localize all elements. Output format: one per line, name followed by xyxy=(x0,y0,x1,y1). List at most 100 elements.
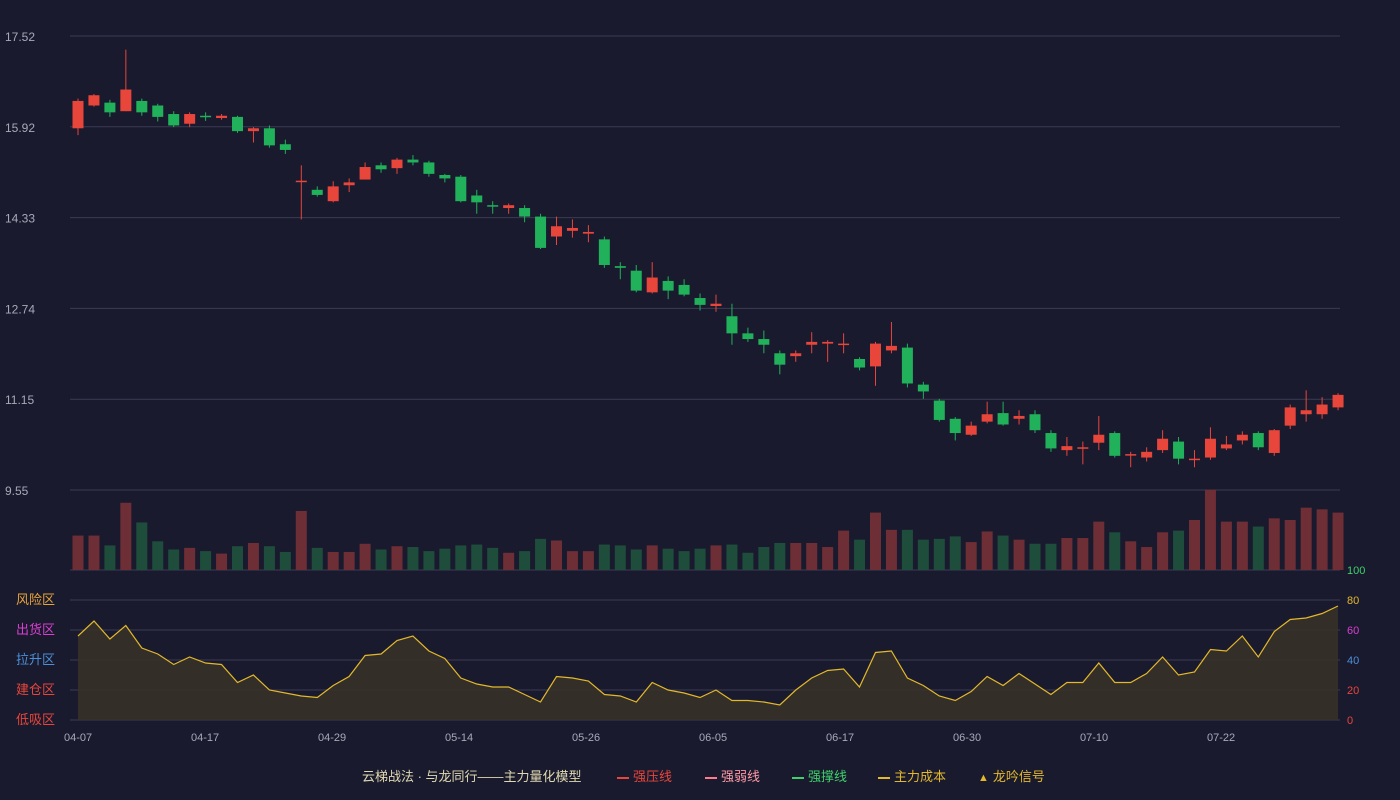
candle-body xyxy=(232,116,243,132)
legend-dashed-line-icon xyxy=(878,776,890,779)
candle-body xyxy=(439,174,451,179)
volume-bar xyxy=(263,546,275,570)
candle-body xyxy=(838,343,850,346)
volume-bar xyxy=(997,535,1009,570)
volume-bar xyxy=(1316,509,1328,570)
candle-body xyxy=(1013,415,1025,419)
candle-body xyxy=(997,413,1009,425)
legend-label: 强弱线 xyxy=(721,769,761,784)
candle-body xyxy=(535,216,547,248)
legend-label: 强压线 xyxy=(633,769,673,784)
candle-body xyxy=(1332,394,1344,408)
candle-body xyxy=(646,277,658,293)
volume-bar xyxy=(519,551,531,570)
candle-body xyxy=(200,115,212,118)
candle-body xyxy=(1077,447,1089,449)
candle-body xyxy=(551,226,562,237)
candle-body xyxy=(375,165,387,170)
volume-bar xyxy=(1220,521,1232,570)
volume-bar xyxy=(1093,521,1105,570)
candle-body xyxy=(391,159,403,169)
volume-bar xyxy=(471,544,483,570)
indicator-tick-label: 40 xyxy=(1347,655,1359,667)
candle-body xyxy=(1300,410,1312,415)
candle-body xyxy=(487,205,499,207)
volume-bar xyxy=(1109,532,1121,570)
volume-bar xyxy=(678,551,690,570)
volume-bar xyxy=(630,549,642,570)
date-tick-label: 06-17 xyxy=(826,732,854,744)
candle-body xyxy=(168,114,180,126)
candle-body xyxy=(1157,438,1169,451)
zone-label: 低吸区 xyxy=(16,713,55,728)
legend-item-signal[interactable]: ▲ 龙吟信号 xyxy=(978,766,1045,785)
volume-bar xyxy=(311,547,323,570)
volume-bar xyxy=(1300,507,1312,570)
volume-bar xyxy=(1141,547,1153,570)
volume-bar xyxy=(1013,539,1025,570)
candle-body xyxy=(247,128,259,132)
legend-label: 强撑线 xyxy=(808,769,848,784)
candle-body xyxy=(1061,446,1073,451)
legend-label: 龙吟信号 xyxy=(992,769,1045,784)
date-tick-label: 05-26 xyxy=(572,732,600,744)
legend-item-support[interactable]: 强撑线 xyxy=(792,766,847,785)
candle-body xyxy=(598,239,610,265)
volume-bar xyxy=(503,552,515,570)
candle-body xyxy=(662,280,674,291)
date-tick-label: 07-22 xyxy=(1207,732,1235,744)
candle-body xyxy=(423,162,435,174)
volume-bar xyxy=(343,551,355,570)
candle-body xyxy=(104,102,116,113)
date-tick-label: 07-10 xyxy=(1080,732,1108,744)
candle-body xyxy=(933,400,945,420)
candle-body xyxy=(359,167,371,180)
volume-bar xyxy=(423,551,435,570)
candle-body xyxy=(1093,434,1105,443)
volume-bar xyxy=(1077,538,1089,570)
volume-bar xyxy=(407,547,419,570)
candle-body xyxy=(790,353,802,357)
volume-bar xyxy=(327,551,339,570)
volume-bar xyxy=(1268,518,1280,570)
legend-item-strength[interactable]: 强弱线 xyxy=(705,766,760,785)
candle-body xyxy=(343,182,355,186)
price-tick-label: 14.33 xyxy=(5,212,35,226)
candle-body xyxy=(1284,407,1296,426)
price-axis: 17.52 15.92 14.33 12.74 11.15 9.55 xyxy=(5,30,35,498)
candle-body xyxy=(1109,433,1121,456)
volume-bar xyxy=(104,545,116,570)
candle-body xyxy=(72,100,84,129)
triangle-icon: ▲ xyxy=(978,771,989,784)
zone-label: 风险区 xyxy=(16,593,55,608)
legend-item-cost[interactable]: 主力成本 xyxy=(878,766,946,785)
volume-bar xyxy=(582,551,594,570)
volume-bar xyxy=(758,547,770,570)
candle-body xyxy=(678,284,690,295)
volume-bar xyxy=(279,551,291,570)
volume-bar xyxy=(487,547,499,570)
candle-body xyxy=(216,115,228,119)
volume-bar xyxy=(965,542,977,570)
candle-body xyxy=(407,159,419,163)
volume-bar xyxy=(933,538,945,570)
indicator-tick-label: 60 xyxy=(1347,625,1359,637)
candle-body xyxy=(742,333,754,340)
candle-body xyxy=(774,353,786,365)
volume-bar xyxy=(1045,543,1057,570)
volume-bar xyxy=(694,548,706,570)
volume-bar xyxy=(72,535,84,570)
volume-bar xyxy=(1236,521,1248,570)
candle-body xyxy=(184,114,196,124)
legend-item-resistance[interactable]: 强压线 xyxy=(617,766,672,785)
volume-bar xyxy=(885,529,897,570)
volume-bar xyxy=(1204,489,1216,570)
candle-body xyxy=(726,316,738,334)
legend-dashed-line-icon xyxy=(705,776,717,779)
candle-body xyxy=(120,89,132,112)
volume-bar xyxy=(806,542,818,570)
volume-bar xyxy=(774,542,786,570)
volume-bar xyxy=(136,522,148,570)
zone-label: 建仓区 xyxy=(16,683,55,698)
